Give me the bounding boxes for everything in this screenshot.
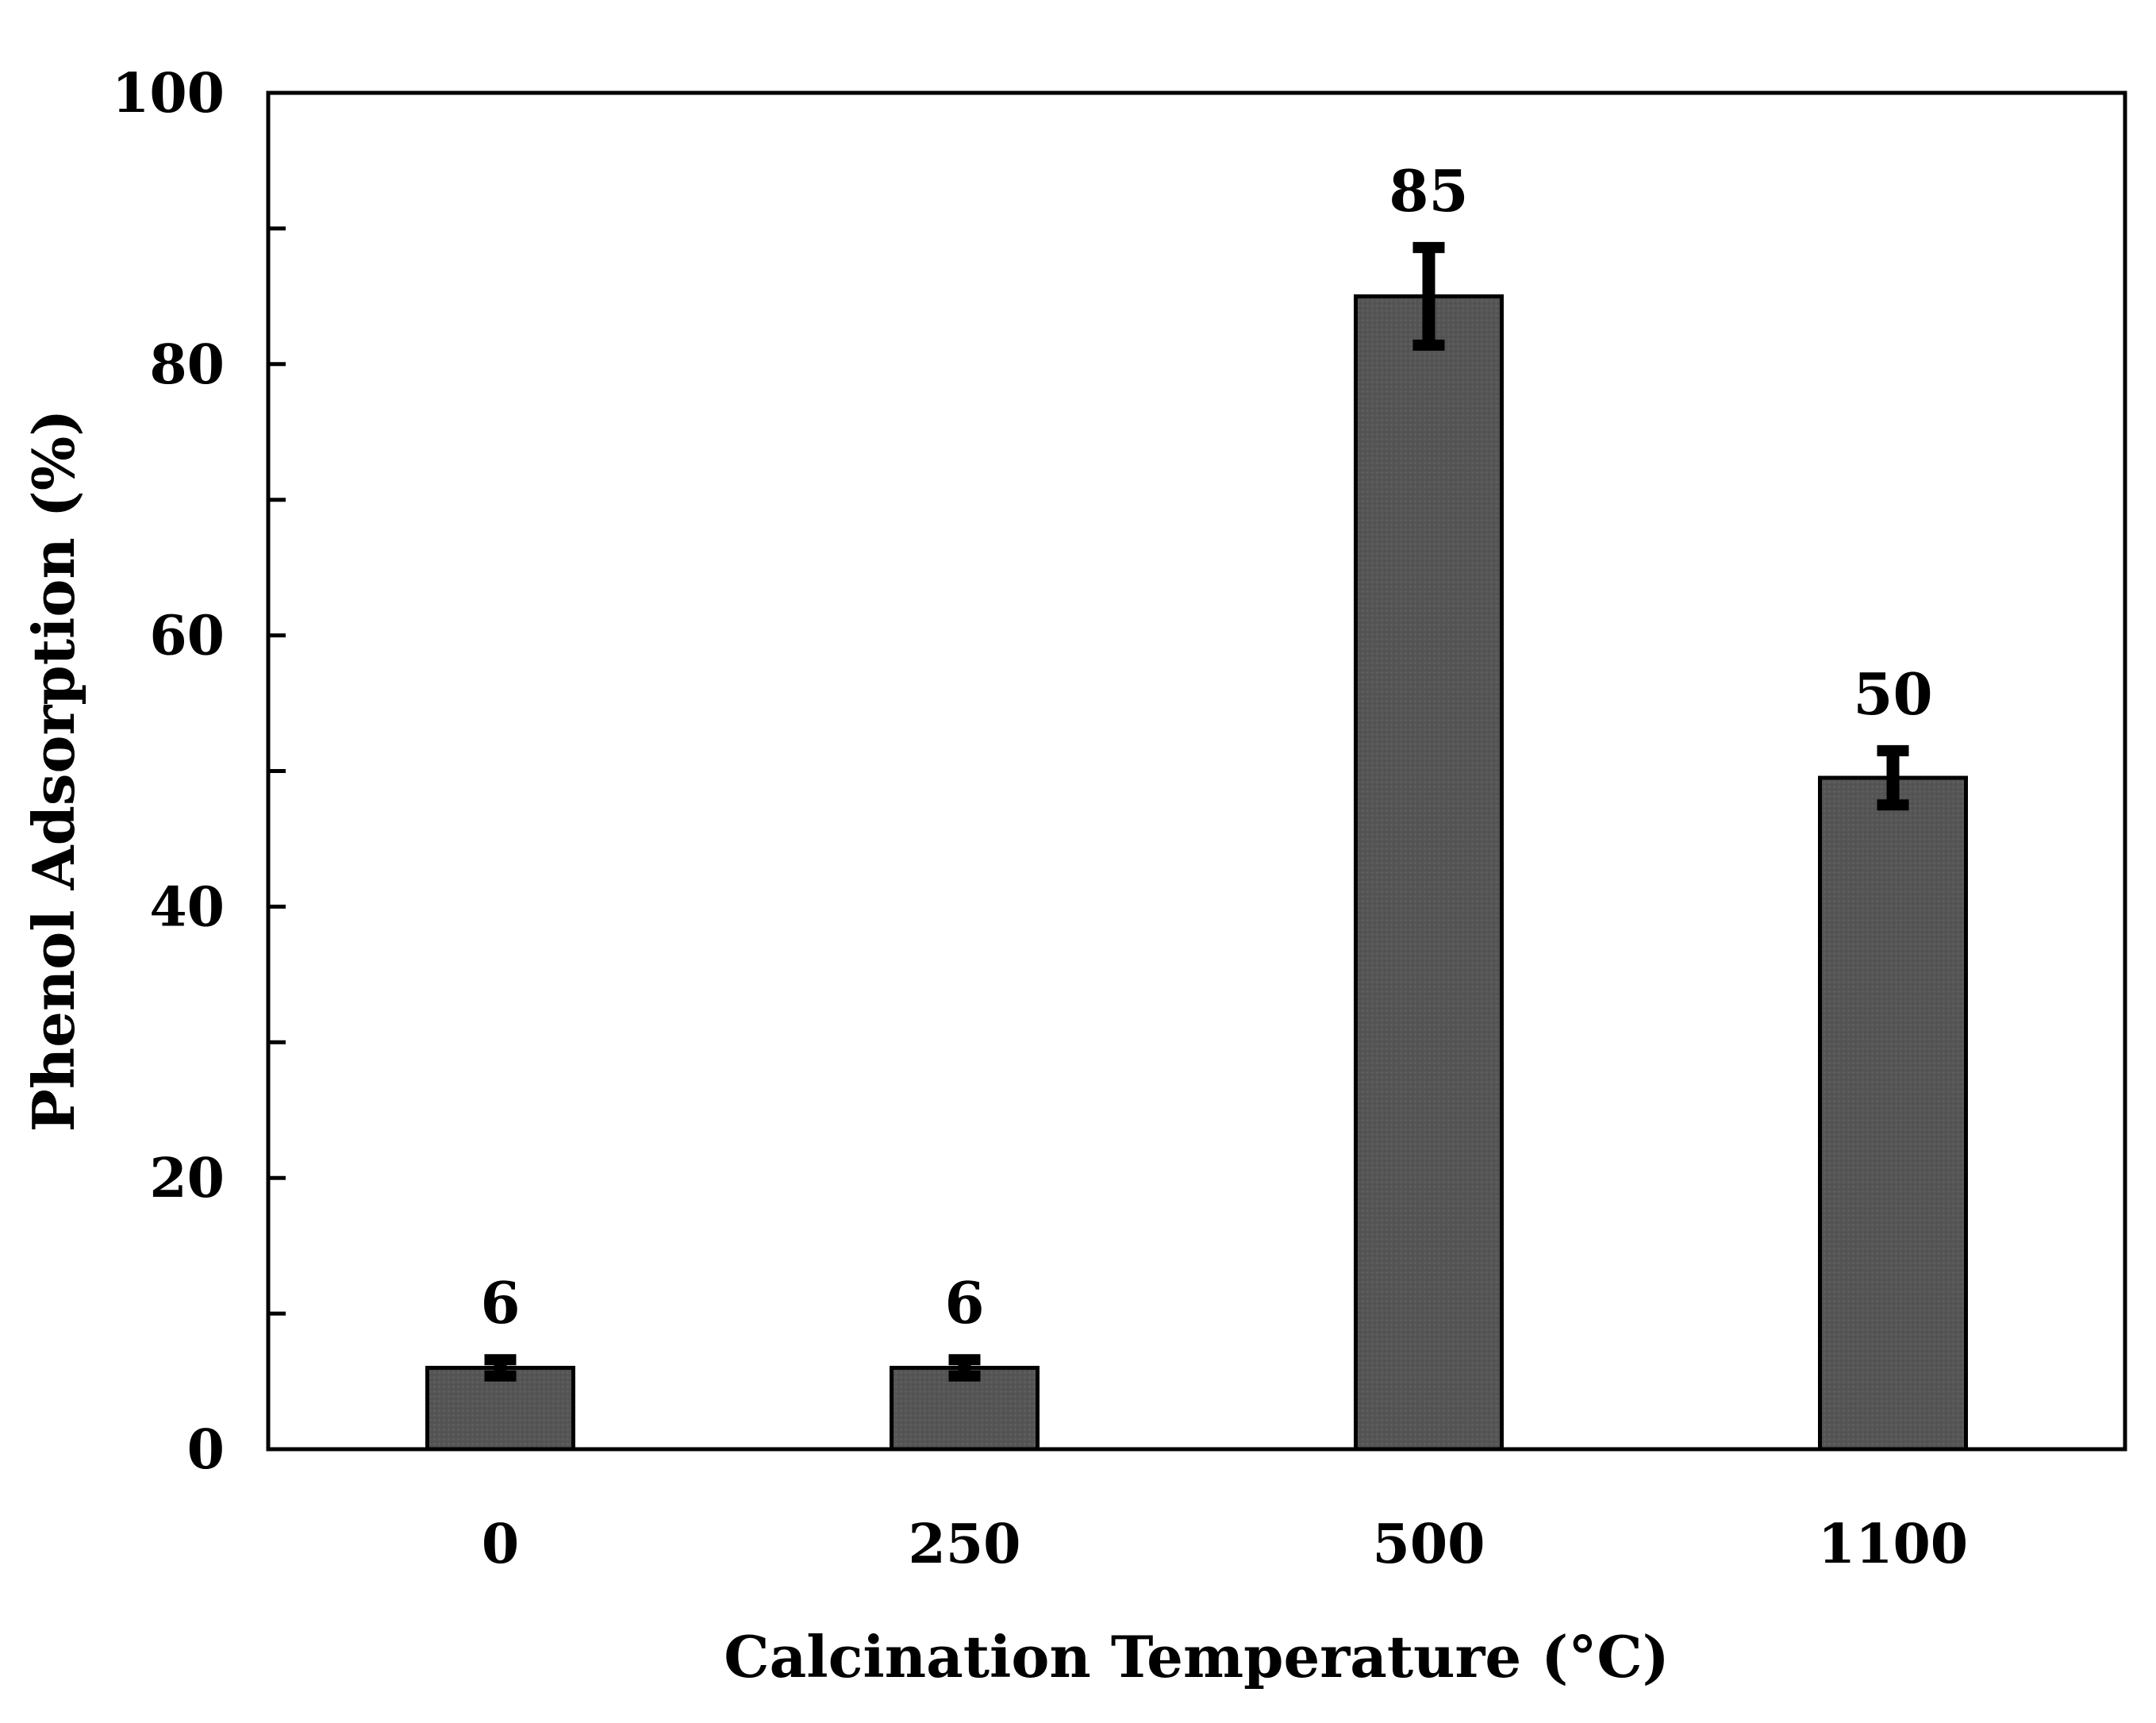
x-axis-title: Calcination Temperature (°C) [724,1623,1669,1690]
x-tick-label: 500 [1373,1513,1485,1576]
bar-value-label: 6 [944,1269,984,1336]
y-tick-label: 100 [112,62,225,125]
y-tick-label: 40 [149,875,225,939]
y-axis-ticks: 0 20 40 60 80 100 [112,62,286,1482]
y-tick-label: 60 [149,605,225,668]
bar-value-label: 6 [480,1269,520,1336]
bar [1818,775,1968,1452]
x-tick-label: 0 [482,1513,519,1576]
y-tick-label: 80 [149,333,225,397]
bar-series: 6 0 6 250 85 500 50 1100 [425,157,1968,1576]
y-tick-label: 20 [149,1147,225,1210]
bar-value-label: 50 [1853,660,1932,728]
y-axis-title: Phenol Adsorption (%) [20,410,87,1133]
x-tick-label: 1100 [1818,1513,1968,1576]
x-tick-label: 250 [909,1513,1021,1576]
y-tick-label: 0 [187,1418,225,1482]
bar [1354,294,1504,1452]
bar-value-label: 85 [1389,157,1468,225]
